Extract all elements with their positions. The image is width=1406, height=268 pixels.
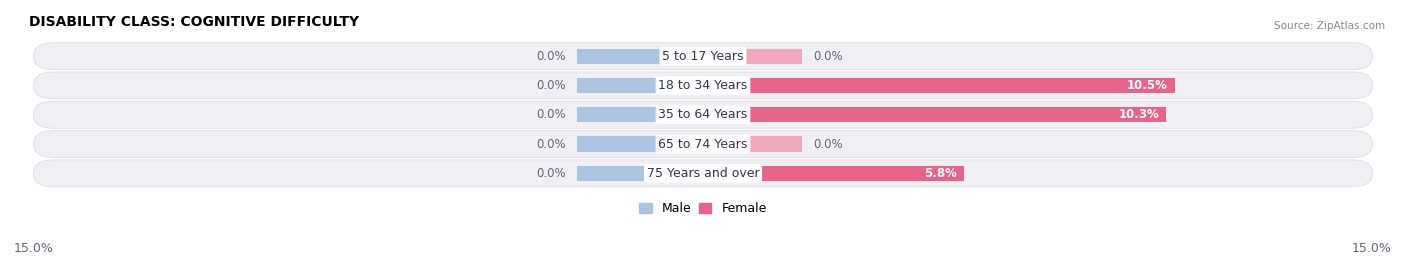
Text: 0.0%: 0.0% <box>536 167 567 180</box>
FancyBboxPatch shape <box>34 160 1372 187</box>
Text: 0.0%: 0.0% <box>536 108 567 121</box>
FancyBboxPatch shape <box>34 72 1372 99</box>
Text: 35 to 64 Years: 35 to 64 Years <box>658 108 748 121</box>
Text: 0.0%: 0.0% <box>536 137 567 151</box>
Bar <box>578 136 703 152</box>
FancyBboxPatch shape <box>34 43 1372 70</box>
Bar <box>578 107 703 122</box>
Text: 65 to 74 Years: 65 to 74 Years <box>658 137 748 151</box>
FancyBboxPatch shape <box>34 131 1372 158</box>
Bar <box>703 49 801 64</box>
Text: DISABILITY CLASS: COGNITIVE DIFFICULTY: DISABILITY CLASS: COGNITIVE DIFFICULTY <box>30 15 359 29</box>
Bar <box>578 78 703 93</box>
Text: 0.0%: 0.0% <box>813 137 842 151</box>
Bar <box>703 78 1175 93</box>
Bar <box>703 166 963 181</box>
Text: 75 Years and over: 75 Years and over <box>647 167 759 180</box>
Bar <box>578 166 703 181</box>
Text: 18 to 34 Years: 18 to 34 Years <box>658 79 748 92</box>
Text: 5 to 17 Years: 5 to 17 Years <box>662 50 744 63</box>
Bar <box>703 136 801 152</box>
Text: 15.0%: 15.0% <box>14 241 53 255</box>
Bar <box>703 107 1166 122</box>
Text: 10.3%: 10.3% <box>1118 108 1159 121</box>
Text: 0.0%: 0.0% <box>813 50 842 63</box>
Text: 10.5%: 10.5% <box>1128 79 1168 92</box>
Text: 5.8%: 5.8% <box>924 167 957 180</box>
FancyBboxPatch shape <box>34 101 1372 128</box>
Bar <box>578 49 703 64</box>
Text: 15.0%: 15.0% <box>1353 241 1392 255</box>
Legend: Male, Female: Male, Female <box>634 197 772 220</box>
Text: 0.0%: 0.0% <box>536 79 567 92</box>
Text: Source: ZipAtlas.com: Source: ZipAtlas.com <box>1274 21 1385 31</box>
Text: 0.0%: 0.0% <box>536 50 567 63</box>
